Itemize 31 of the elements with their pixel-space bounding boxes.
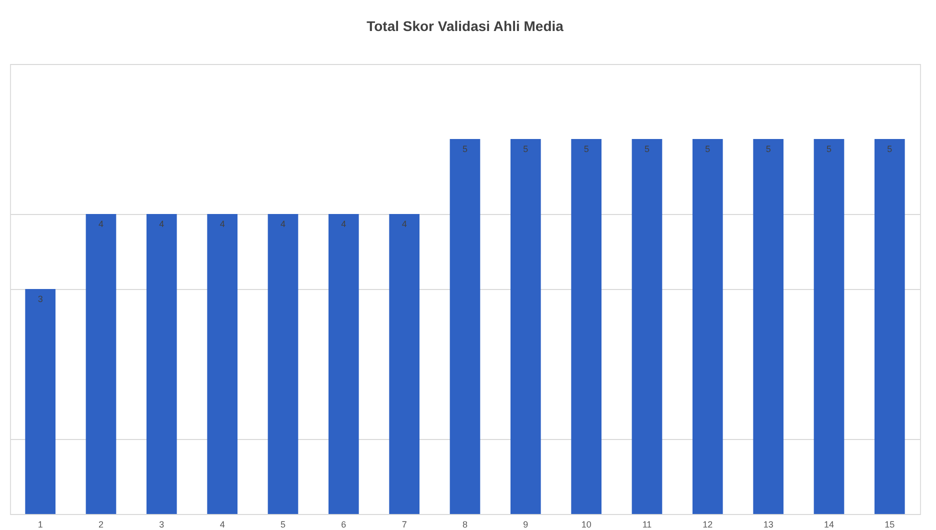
x-tick-label: 7 xyxy=(402,520,407,530)
x-tick-label: 9 xyxy=(523,520,528,530)
chart-title: Total Skor Validasi Ahli Media xyxy=(366,18,564,34)
x-tick-label: 13 xyxy=(763,520,774,530)
data-label: 4 xyxy=(341,219,346,229)
data-label: 5 xyxy=(766,144,771,154)
x-tick-label: 15 xyxy=(884,520,895,530)
data-label: 5 xyxy=(523,144,528,154)
data-label: 4 xyxy=(402,219,407,229)
data-label: 5 xyxy=(705,144,710,154)
data-label: 4 xyxy=(220,219,225,229)
x-tick-label: 14 xyxy=(824,520,834,530)
x-tick-label: 3 xyxy=(159,520,164,530)
data-label: 4 xyxy=(280,219,286,229)
x-tick-label: 4 xyxy=(220,520,225,530)
x-tick-label: 11 xyxy=(642,520,652,530)
x-tick-label: 8 xyxy=(462,520,468,530)
data-label: 5 xyxy=(644,144,650,154)
data-label: 5 xyxy=(887,144,892,154)
x-tick-label: 10 xyxy=(581,520,592,530)
data-label: 5 xyxy=(584,144,589,154)
x-tick-label: 12 xyxy=(702,520,713,530)
data-label: 5 xyxy=(462,144,468,154)
x-tick-label: 2 xyxy=(98,520,104,530)
x-tick-label: 1 xyxy=(38,520,43,530)
x-tick-label: 5 xyxy=(280,520,286,530)
data-label: 3 xyxy=(38,294,43,304)
data-label: 4 xyxy=(159,219,164,229)
data-label: 4 xyxy=(98,219,104,229)
x-tick-label: 6 xyxy=(341,520,346,530)
data-label: 5 xyxy=(826,144,832,154)
